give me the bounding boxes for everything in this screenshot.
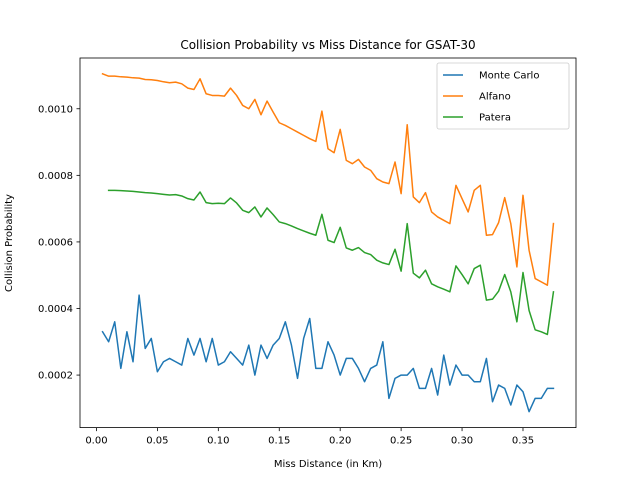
x-tick-label: 0.35 xyxy=(512,436,534,447)
plot-area xyxy=(101,72,555,413)
y-axis: 0.0002 0.0004 0.0006 0.0008 0.0010 xyxy=(38,104,80,382)
legend-label: Alfano xyxy=(479,92,511,103)
y-tick-label: 0.0004 xyxy=(38,304,73,315)
x-axis-label: Miss Distance (in Km) xyxy=(274,459,382,470)
x-tick-label: 0.25 xyxy=(390,436,412,447)
chart-title: Collision Probability vs Miss Distance f… xyxy=(180,38,475,52)
x-tick-label: 0.00 xyxy=(85,436,107,447)
y-tick-label: 0.0006 xyxy=(38,237,73,248)
legend-box xyxy=(436,62,570,130)
legend-label: Monte Carlo xyxy=(479,71,539,82)
x-tick-label: 0.15 xyxy=(268,436,290,447)
y-tick-label: 0.0010 xyxy=(38,104,73,115)
legend-label: Patera xyxy=(479,113,511,124)
y-tick-label: 0.0008 xyxy=(38,171,73,182)
x-tick-label: 0.10 xyxy=(207,436,229,447)
legend: Monte Carlo Alfano Patera xyxy=(436,62,570,130)
x-axis: 0.00 0.05 0.10 0.15 0.20 0.25 0.30 0.35 xyxy=(85,427,534,447)
series-line-alfano xyxy=(101,72,555,286)
x-tick-label: 0.05 xyxy=(146,436,168,447)
x-tick-label: 0.20 xyxy=(329,436,351,447)
y-tick-label: 0.0002 xyxy=(38,371,73,382)
series-line-monte-carlo xyxy=(101,294,555,413)
axes-frame xyxy=(79,57,577,429)
series-line-patera xyxy=(107,189,555,336)
x-tick-label: 0.30 xyxy=(451,436,473,447)
y-axis-label: Collision Probability xyxy=(4,194,15,292)
